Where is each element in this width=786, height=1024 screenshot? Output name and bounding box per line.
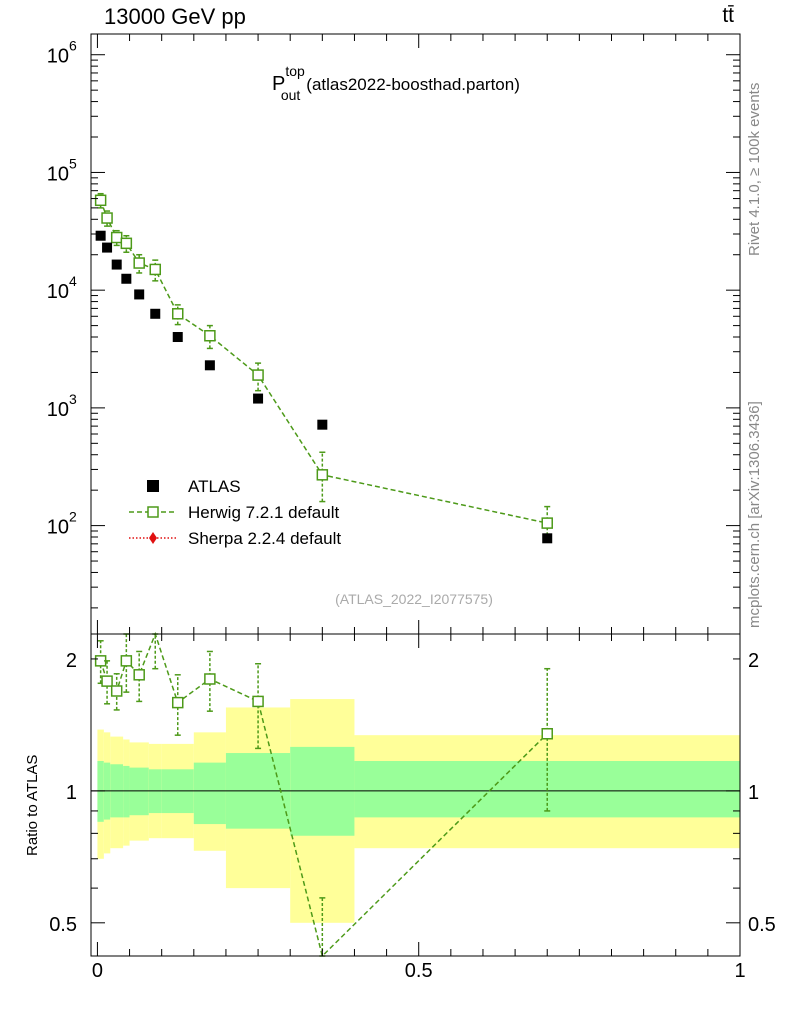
atlas-point (317, 419, 328, 430)
title-rest: (atlas2022-boosthad.parton) (306, 75, 520, 94)
ratio-y-tick-label: 2 (748, 650, 759, 672)
ratio-y-tick-label: 0.5 (49, 914, 77, 936)
herwig-point (133, 257, 145, 269)
ratio-y-tick-label: 0.5 (748, 914, 776, 936)
ratio-y-tick-label: 2 (66, 650, 77, 672)
title-superscript: top (285, 63, 305, 79)
y-tick-label-exponent: 6 (69, 38, 77, 54)
legend-label: Sherpa 2.2.4 default (188, 529, 341, 548)
energy-label: 13000 GeV pp (104, 4, 246, 29)
axis-ticks: 10 210 310 410 510 60 0.5 10.5 0.51 12 2 (47, 34, 776, 982)
ratio-herwig-point (541, 728, 553, 740)
herwig-point (110, 231, 123, 244)
plot-title: Ptop out (atlas2022-boosthad.parton) (272, 63, 520, 103)
herwig-point (316, 469, 329, 481)
ratio-y-tick-label: 1 (748, 782, 759, 804)
herwig-point (541, 517, 553, 529)
green-uncertainty-band (129, 767, 149, 816)
atlas-point (121, 273, 132, 284)
legend-label: ATLAS (188, 477, 241, 496)
y-tick-label-exponent: 2 (69, 509, 77, 525)
herwig-point (204, 329, 216, 342)
legend-atlas-marker (147, 480, 159, 492)
y-tick-label: 10 (47, 281, 69, 303)
y-tick-label-exponent: 5 (69, 155, 77, 171)
ratio-herwig-point (101, 675, 113, 687)
green-uncertainty-band (123, 765, 130, 818)
atlas-point (542, 533, 553, 544)
atlas-point (102, 242, 113, 253)
ratio-herwig-point (120, 655, 133, 667)
title-main: P (272, 73, 285, 95)
atlas-point (253, 393, 264, 404)
legend: ATLAS Herwig 7.2.1 default Sherpa 2.2.4 de… (129, 477, 341, 548)
analysis-id: (ATLAS_2022_I2077575) (335, 591, 493, 607)
ratio-plot-frame (90, 633, 741, 957)
legend-label: Herwig 7.2.1 default (188, 503, 339, 522)
green-uncertainty-band (97, 760, 104, 822)
x-tick-label: 1 (734, 960, 745, 982)
y-tick-label: 10 (47, 163, 69, 185)
y-tick-label-exponent: 4 (69, 273, 77, 289)
herwig-point (120, 237, 133, 250)
legend-sherpa-marker (149, 532, 157, 544)
process-label: tt̄ (722, 4, 734, 27)
ratio-herwig-point (110, 685, 123, 697)
y-tick-label: 10 (47, 517, 69, 539)
ratio-herwig-point (252, 695, 264, 708)
atlas-point (95, 230, 106, 241)
x-tick-label: 0.5 (405, 960, 433, 982)
herwig-point (252, 369, 264, 381)
atlas-point (172, 332, 183, 343)
green-uncertainty-band (193, 762, 226, 825)
x-tick-label: 0 (92, 960, 103, 982)
atlas-point (134, 289, 145, 300)
title-subscript: out (281, 87, 301, 103)
ratio-herwig-point (204, 673, 216, 685)
y-tick-label: 10 (47, 46, 69, 68)
herwig-point (101, 212, 113, 224)
y-tick-label-exponent: 3 (69, 391, 77, 407)
ratio-bands (97, 699, 740, 923)
atlas-point (204, 360, 215, 371)
herwig-point (94, 194, 107, 207)
ratio-y-tick-label: 1 (66, 782, 77, 804)
atlas-point (111, 259, 122, 270)
atlas-point (150, 308, 161, 319)
y-tick-label: 10 (47, 399, 69, 421)
main-series (94, 192, 553, 544)
legend-herwig-marker (147, 506, 159, 518)
herwig-point (149, 263, 162, 276)
ratio-herwig-point (171, 696, 184, 709)
herwig-point (171, 308, 184, 320)
ratio-herwig-point (133, 669, 145, 681)
